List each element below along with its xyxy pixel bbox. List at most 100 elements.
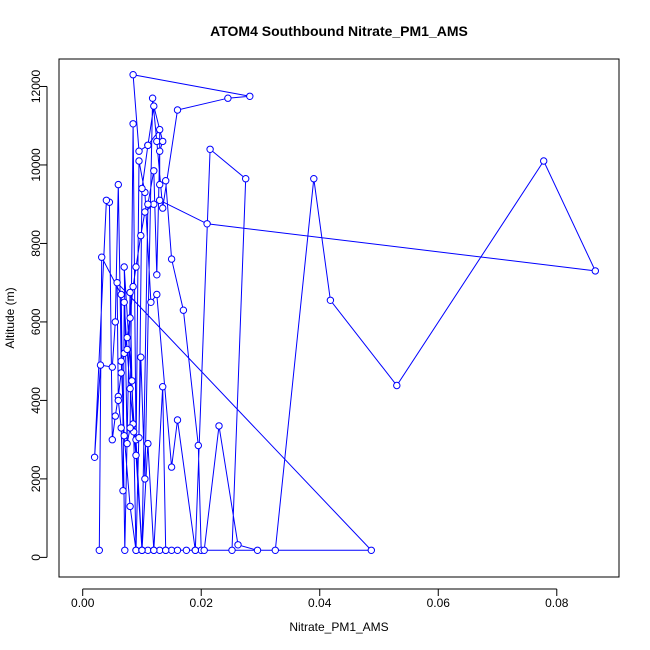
- data-point: [253, 546, 262, 554]
- data-point: [246, 92, 254, 101]
- data-point: [156, 196, 164, 205]
- data-point: [135, 434, 143, 442]
- data-point: [117, 424, 125, 432]
- y-axis: 0 2000 4000 6000 8000 10000 12000: [29, 69, 48, 561]
- data-point: [159, 383, 167, 391]
- data-point: [111, 318, 120, 326]
- data-point: [150, 102, 158, 110]
- data-point: [126, 314, 134, 322]
- data-point: [228, 546, 236, 554]
- data-point: [156, 180, 164, 189]
- data-point: [162, 546, 170, 554]
- data-point: [123, 333, 131, 342]
- data-point: [113, 279, 121, 287]
- data-point: [126, 424, 134, 432]
- data-point: [111, 412, 120, 420]
- data-point: [95, 546, 104, 554]
- data-point: [137, 231, 145, 240]
- data-point: [120, 263, 128, 271]
- data-point: [153, 290, 161, 299]
- y-tick-label: 12000: [29, 69, 43, 103]
- data-point: [591, 267, 599, 275]
- x-tick-label: 0.04: [308, 596, 332, 610]
- data-point: [126, 288, 134, 297]
- data-point: [173, 546, 182, 554]
- data-point: [215, 422, 223, 430]
- data-point: [367, 546, 375, 554]
- data-point: [156, 147, 164, 155]
- y-tick-label: 8000: [29, 230, 43, 257]
- data-point: [271, 546, 279, 554]
- y-tick-label: 0: [29, 554, 43, 561]
- chart-title: ATOM4 Southbound Nitrate_PM1_AMS: [210, 23, 468, 39]
- y-tick-label: 4000: [29, 387, 43, 414]
- data-point: [129, 71, 137, 79]
- data-point: [167, 255, 176, 263]
- data-point: [194, 441, 203, 450]
- y-tick-label: 10000: [29, 148, 43, 182]
- data-point: [129, 282, 137, 291]
- data-point: [123, 345, 131, 354]
- data-point: [138, 184, 146, 193]
- data-point: [98, 253, 106, 261]
- data-point: [191, 546, 200, 554]
- x-tick-label: 0.00: [71, 596, 95, 610]
- data-point: [159, 204, 167, 212]
- x-tick-label: 0.06: [427, 596, 451, 610]
- data-point: [173, 106, 182, 114]
- data-point: [393, 381, 401, 390]
- data-point: [150, 167, 158, 175]
- data-point: [132, 263, 140, 271]
- data-point: [173, 416, 182, 424]
- data-point: [167, 463, 176, 471]
- data-point: [144, 200, 152, 208]
- data-point: [310, 175, 318, 183]
- data-point: [137, 353, 145, 361]
- data-point: [138, 546, 146, 554]
- x-tick-label: 0.02: [190, 596, 214, 610]
- data-point: [128, 377, 136, 385]
- data-point: [126, 502, 134, 511]
- data-point: [326, 296, 335, 304]
- y-axis-label: Altitude (m): [3, 287, 17, 348]
- data-point: [114, 180, 123, 189]
- data-point: [108, 436, 117, 444]
- y-tick-label: 2000: [29, 465, 43, 492]
- x-tick-label: 0.08: [545, 596, 569, 610]
- data-point: [153, 271, 161, 279]
- data-point: [540, 157, 548, 165]
- data-point: [182, 546, 191, 554]
- data-point: [132, 451, 140, 459]
- data-point: [162, 177, 170, 185]
- data-point: [148, 94, 157, 102]
- data-point: [144, 439, 152, 448]
- y-tick-label: 6000: [29, 308, 43, 335]
- data-point: [141, 475, 149, 483]
- series-line: [94, 74, 597, 551]
- data-point: [123, 439, 131, 448]
- data-point: [102, 196, 111, 205]
- data-point: [234, 541, 242, 549]
- data-point: [90, 453, 99, 461]
- data-point: [135, 157, 143, 165]
- data-point: [121, 546, 129, 554]
- data-point: [159, 137, 167, 146]
- data-point: [117, 357, 125, 365]
- data-point: [119, 487, 127, 495]
- data-point: [96, 361, 105, 369]
- x-axis-label: Nitrate_PM1_AMS: [289, 620, 388, 634]
- data-point: [150, 546, 158, 554]
- data-point: [141, 208, 149, 216]
- data-point: [108, 363, 117, 371]
- data-point: [114, 396, 123, 405]
- data-point: [117, 290, 125, 299]
- data-point: [203, 220, 211, 228]
- data-point: [242, 175, 250, 183]
- data-point: [129, 120, 137, 128]
- data-point: [117, 369, 125, 377]
- data-point: [132, 546, 140, 554]
- data-point: [144, 141, 152, 150]
- x-axis: 0.00 0.02 0.04 0.06 0.08: [71, 588, 569, 610]
- data-point: [200, 546, 208, 554]
